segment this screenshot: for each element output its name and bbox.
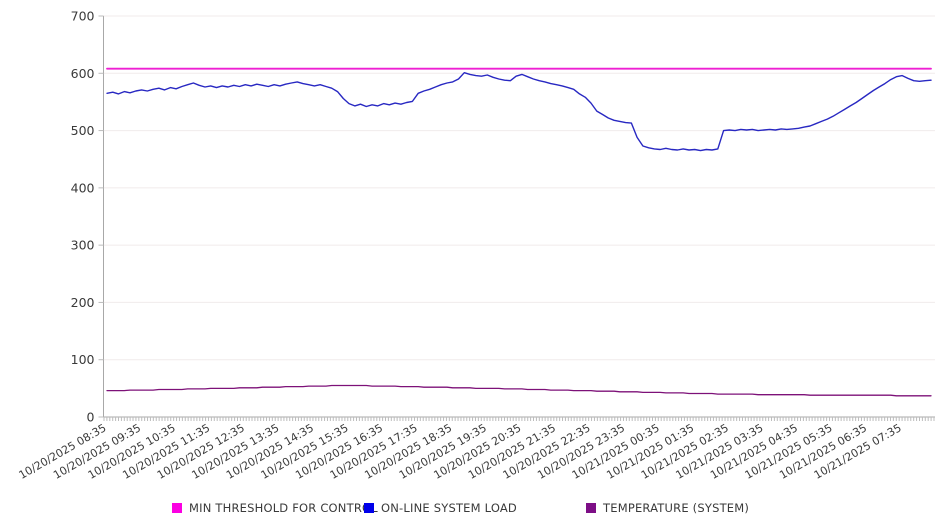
y-tick-label: 400: [71, 180, 95, 195]
legend-item-system-load: ON-LINE SYSTEM LOAD: [364, 501, 517, 515]
legend-item-temperature: TEMPERATURE (SYSTEM): [586, 501, 749, 515]
y-tick-label: 0: [87, 410, 95, 425]
series-line-on-line-system-load: [106, 71, 932, 152]
y-tick-label: 200: [71, 295, 95, 310]
y-tick-label: 500: [71, 123, 95, 138]
legend-label-system-load: ON-LINE SYSTEM LOAD: [381, 501, 517, 515]
temperature-swatch-icon: [586, 503, 596, 513]
legend-label-min-threshold: MIN THRESHOLD FOR CONTROL: [189, 501, 378, 515]
y-tick-label: 300: [71, 238, 95, 253]
chart-legend: MIN THRESHOLD FOR CONTROL ON-LINE SYSTEM…: [0, 501, 946, 517]
series-line-temperature-system: [106, 384, 932, 397]
y-tick-label: 600: [71, 66, 95, 81]
system-load-swatch-icon: [364, 503, 374, 513]
legend-label-temperature: TEMPERATURE (SYSTEM): [603, 501, 750, 515]
y-tick-label: 700: [71, 9, 95, 24]
y-tick-label: 100: [71, 352, 95, 367]
min-threshold-swatch-icon: [172, 503, 182, 513]
legend-item-min-threshold: MIN THRESHOLD FOR CONTROL: [172, 501, 378, 515]
